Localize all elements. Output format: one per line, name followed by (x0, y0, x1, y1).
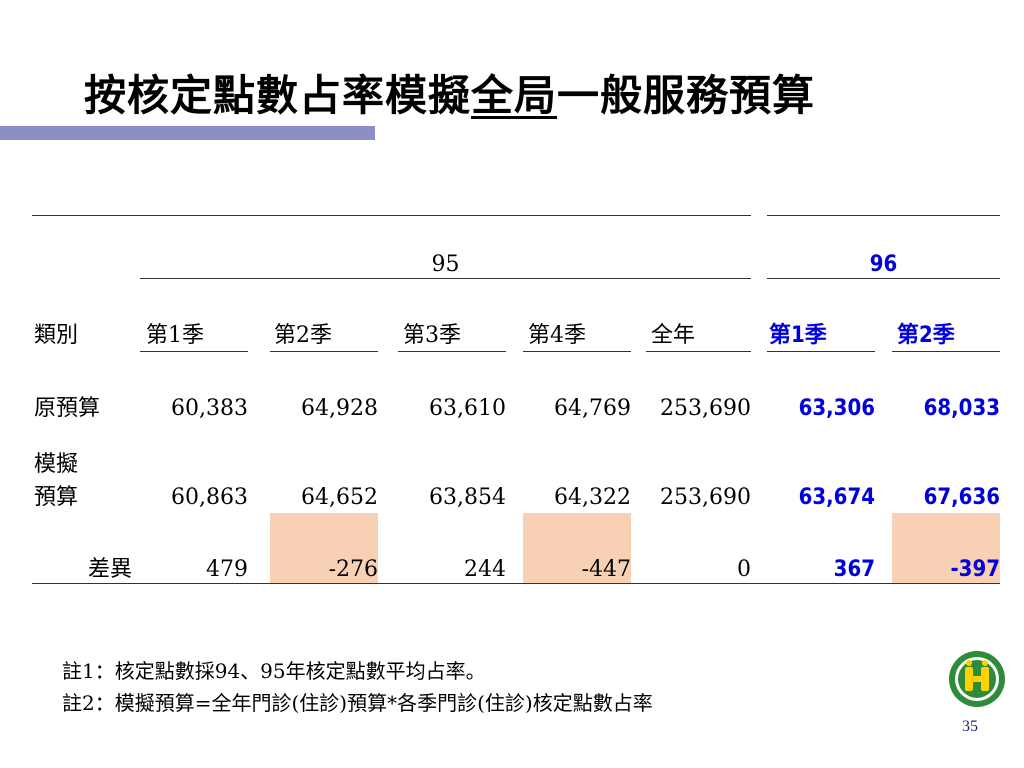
title-part-1: 按核定點數占率模擬 (84, 71, 472, 120)
row-label-original: 原預算 (34, 396, 101, 421)
table-top-rule-96 (767, 215, 1000, 216)
cell-full-year: 253,690 (660, 485, 751, 510)
cell-q2: 64,652 (301, 485, 378, 510)
col-rule-96-q1 (767, 351, 875, 352)
col-header-full-year: 全年 (651, 323, 696, 348)
cell-q3: 63,854 (429, 485, 506, 510)
negative-highlight-q4 (523, 513, 631, 583)
page-title: 按核定點數占率模擬全局一般服務預算 (84, 62, 815, 123)
year-95-header: 95 (431, 252, 460, 277)
year-95-rule (140, 278, 751, 279)
cell-96-q2: 67,636 (923, 485, 1000, 510)
page-number: 35 (962, 718, 978, 735)
cell-96-q1: 367 (833, 557, 875, 582)
col-header-q3: 第3季 (403, 323, 461, 348)
title-underlined-part: 全局 (471, 71, 558, 120)
cell-full-year: 253,690 (660, 396, 751, 421)
cell-q4: -447 (581, 557, 631, 582)
cell-q1: 60,863 (171, 485, 248, 510)
col-rule-96-q2 (892, 351, 1000, 352)
col-header-q4: 第4季 (528, 323, 586, 348)
cell-q1: 60,383 (171, 396, 248, 421)
cell-96-q1: 63,306 (798, 396, 875, 421)
col-rule-q4 (523, 351, 631, 352)
year-96-rule (767, 278, 1000, 279)
col-rule-q1 (140, 351, 248, 352)
cell-96-q2: 68,033 (923, 396, 1000, 421)
cell-96-q2: -397 (950, 557, 1000, 582)
negative-highlight-96-q2 (892, 513, 1000, 583)
table-top-rule-95 (32, 215, 751, 216)
title-part-2: 一般服務預算 (557, 71, 816, 120)
cell-q3: 244 (464, 557, 506, 582)
footnote-1: 註1：核定點數採94、95年核定點數平均占率。 (62, 659, 486, 683)
col-rule-q3 (398, 351, 506, 352)
col-header-category: 類別 (34, 323, 79, 348)
row-label-simulated-line1: 模擬 (34, 452, 79, 477)
cell-q3: 63,610 (429, 396, 506, 421)
cell-q4: 64,322 (554, 485, 631, 510)
cell-96-q1: 63,674 (798, 485, 875, 510)
title-accent-bar (0, 126, 375, 140)
row-label-simulated-line2: 預算 (34, 485, 79, 510)
table-bottom-rule (32, 583, 1000, 584)
cell-q2: 64,928 (301, 396, 378, 421)
col-header-q2: 第2季 (274, 323, 332, 348)
bureau-logo-icon (949, 651, 1005, 707)
col-rule-full-year (646, 351, 751, 352)
col-header-q1: 第1季 (146, 323, 204, 348)
col-header-96-q1: 第1季 (769, 323, 827, 348)
footnote-2: 註2：模擬預算=全年門診(住診)預算*各季門診(住診)核定點數占率 (62, 691, 653, 715)
cell-q4: 64,769 (554, 396, 631, 421)
negative-highlight-q2 (270, 513, 378, 583)
cell-q1: 479 (206, 557, 248, 582)
row-label-diff: 差異 (88, 557, 133, 582)
col-rule-q2 (270, 351, 378, 352)
col-header-96-q2: 第2季 (897, 323, 955, 348)
cell-full-year: 0 (737, 557, 751, 582)
cell-q2: -276 (328, 557, 378, 582)
year-96-header: 96 (869, 252, 898, 277)
footnotes: 註1：核定點數採94、95年核定點數平均占率。 註2：模擬預算=全年門診(住診)… (62, 655, 653, 719)
